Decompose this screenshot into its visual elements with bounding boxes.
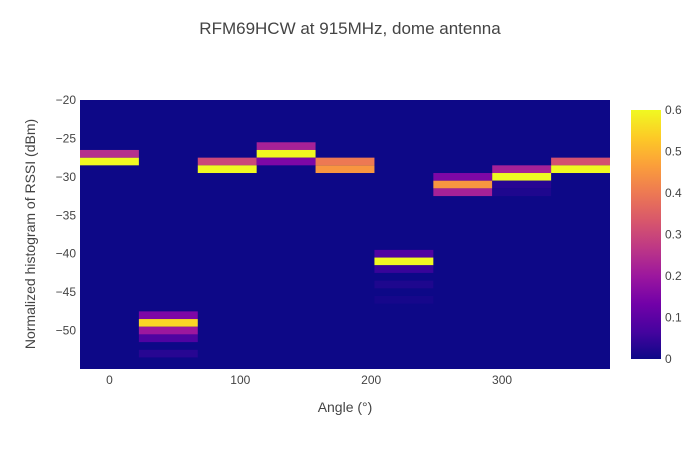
heatmap-cell — [197, 157, 257, 166]
heatmap-cell — [80, 149, 139, 158]
heatmap-cell — [492, 180, 552, 189]
colorbar-tick-label: 0.6 — [665, 103, 682, 117]
heatmap-cell — [492, 173, 552, 181]
heatmap-cell — [315, 165, 375, 174]
heatmap-cell — [551, 165, 610, 174]
heatmap-cell — [374, 257, 434, 266]
colorbar: 0 0.1 0.2 0.3 0.4 0.5 0.6 — [631, 103, 682, 366]
y-axis-ticks: −20 −25 −30 −35 −40 −45 −50 — [56, 93, 77, 338]
heatmap-cell — [138, 334, 198, 343]
heatmap-cell — [256, 149, 316, 158]
y-tick-label: −50 — [56, 324, 77, 338]
x-axis-ticks: 0 100 200 300 — [106, 373, 512, 387]
heatmap-cell — [492, 188, 552, 197]
colorbar-tick-label: 0.2 — [665, 269, 682, 283]
chart-title: RFM69HCW at 915MHz, dome antenna — [199, 19, 501, 38]
heatmap-cell — [433, 188, 493, 197]
heatmap-cell — [374, 295, 434, 304]
heatmap-cell — [256, 142, 316, 150]
heatmap-cell — [138, 349, 198, 358]
y-tick-label: −20 — [56, 93, 77, 107]
heatmap-cell — [315, 157, 375, 166]
y-tick-label: −30 — [56, 170, 77, 184]
heatmap-cell — [551, 157, 610, 166]
x-tick-label: 100 — [230, 373, 250, 387]
heatmap-cell — [197, 165, 257, 174]
heatmap-cell — [138, 326, 198, 335]
x-tick-label: 200 — [361, 373, 381, 387]
heatmap-cell — [80, 157, 139, 166]
colorbar-tick-label: 0 — [665, 352, 672, 366]
heatmap-cell — [138, 311, 198, 320]
y-axis-label: Normalized histogram of RSSI (dBm) — [22, 119, 38, 349]
heatmap-cell — [138, 319, 198, 327]
colorbar-tick-label: 0.5 — [665, 145, 682, 159]
colorbar-gradient — [631, 110, 661, 359]
colorbar-tick-label: 0.3 — [665, 228, 682, 242]
heatmap-cell — [433, 173, 493, 181]
y-tick-label: −25 — [56, 131, 77, 145]
heatmap-cell — [433, 180, 493, 189]
y-tick-label: −35 — [56, 208, 77, 222]
x-tick-label: 300 — [492, 373, 512, 387]
x-axis-label: Angle (°) — [318, 399, 373, 415]
x-tick-label: 0 — [106, 373, 113, 387]
colorbar-tick-label: 0.1 — [665, 311, 682, 325]
heatmap-cell — [374, 280, 434, 289]
y-tick-label: −45 — [56, 285, 77, 299]
heatmap-cell — [374, 265, 434, 273]
heatmap-cell — [374, 249, 434, 258]
heatmap-cell — [492, 165, 552, 174]
plot-area — [80, 100, 610, 369]
heatmap-cell — [256, 157, 316, 166]
colorbar-tick-label: 0.4 — [665, 186, 682, 200]
y-tick-label: −40 — [56, 247, 77, 261]
